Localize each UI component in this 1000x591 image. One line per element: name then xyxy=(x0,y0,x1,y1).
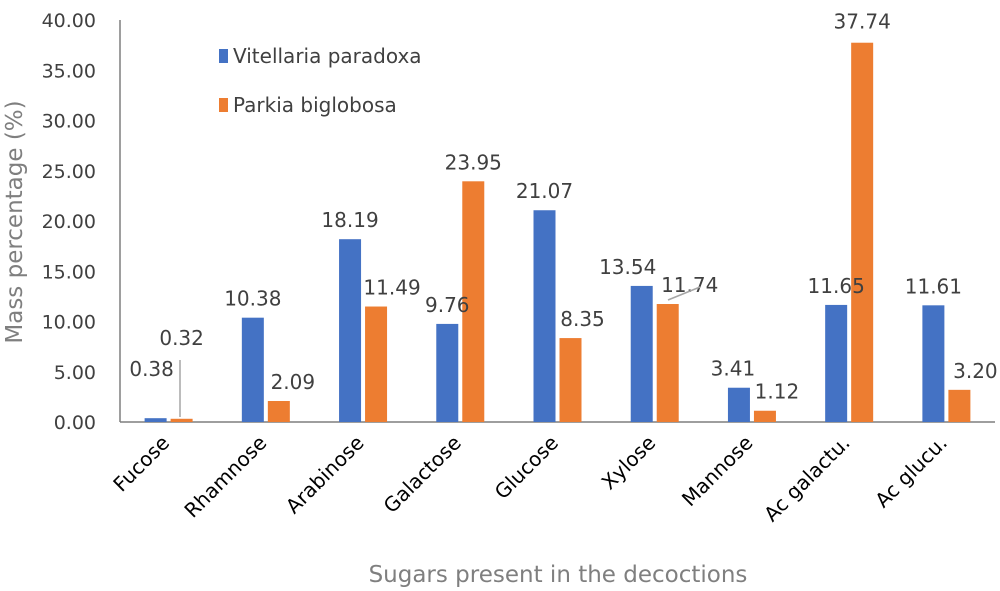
category-label-ac-galactu: Ac galactu. xyxy=(759,431,855,527)
data-label-parkia-biglobosa-rhamnose: 2.09 xyxy=(271,370,316,394)
bar-vitellaria-paradoxa-galactose xyxy=(436,323,459,422)
data-label-vitellaria-paradoxa-ac-glucu: 11.61 xyxy=(905,274,962,298)
bar-parkia-biglobosa-fucose xyxy=(170,418,193,422)
bar-parkia-biglobosa-mannose xyxy=(753,410,776,422)
leader-lines xyxy=(179,286,701,417)
y-tick-label-2: 10.00 xyxy=(42,312,96,334)
bar-vitellaria-paradoxa-ac-glucu xyxy=(922,305,945,422)
bar-parkia-biglobosa-ac-galactu xyxy=(851,42,874,422)
y-tick-label-0: 0.00 xyxy=(54,412,96,434)
y-tick-label-1: 5.00 xyxy=(54,362,96,384)
y-tick-label-7: 35.00 xyxy=(42,60,96,82)
bar-parkia-biglobosa-ac-glucu xyxy=(948,389,971,422)
data-labels: 0.38 0.32 10.38 2.09 18.19 11.499.76 23.95 21.0… xyxy=(129,10,997,404)
y-tick-labels: 0.00 5.00 10.00 15.00 20.00 25.00 30.00 35.00 40… xyxy=(42,10,96,434)
legend-label-parkia-biglobosa: Parkia biglobosa xyxy=(233,93,397,117)
bar-parkia-biglobosa-rhamnose xyxy=(267,400,290,422)
y-tick-label-5: 25.00 xyxy=(42,161,96,183)
data-label-parkia-biglobosa-ac-glucu: 3.20 xyxy=(953,359,998,383)
y-tick-label-4: 20.00 xyxy=(42,211,96,233)
bar-parkia-biglobosa-xylose xyxy=(656,304,679,422)
data-label-parkia-biglobosa-arabinose: 11.49 xyxy=(363,276,420,300)
data-label-parkia-biglobosa-ac-galactu: 37.74 xyxy=(834,10,891,34)
y-tick-label-3: 15.00 xyxy=(42,261,96,283)
data-label-parkia-biglobosa-fucose: 0.32 xyxy=(159,326,204,350)
y-axis-title: Mass percentage (%) xyxy=(2,100,28,343)
bar-parkia-biglobosa-arabinose xyxy=(365,306,388,422)
data-label-parkia-biglobosa-xylose: 11.74 xyxy=(661,273,718,297)
legend-swatch-vitellaria-paradoxa xyxy=(219,49,228,63)
bar-vitellaria-paradoxa-ac-galactu xyxy=(825,304,848,422)
category-label-arabinose: Arabinose xyxy=(281,431,369,519)
category-label-ac-glucu: Ac glucu. xyxy=(870,431,952,513)
axes xyxy=(119,20,995,423)
bar-parkia-biglobosa-galactose xyxy=(462,181,485,422)
data-label-parkia-biglobosa-galactose: 23.95 xyxy=(445,150,502,174)
y-tick-label-8: 40.00 xyxy=(42,10,96,32)
bar-vitellaria-paradoxa-mannose xyxy=(727,387,750,422)
data-label-vitellaria-paradoxa-arabinose: 18.19 xyxy=(321,208,378,232)
data-label-vitellaria-paradoxa-rhamnose: 10.38 xyxy=(224,287,281,311)
data-label-vitellaria-paradoxa-glucose: 21.07 xyxy=(516,179,573,203)
category-label-mannose: Mannose xyxy=(677,431,757,511)
category-label-galactose: Galactose xyxy=(379,431,466,518)
legend-label-vitellaria-paradoxa: Vitellaria paradoxa xyxy=(233,44,422,68)
category-label-xylose: Xylose xyxy=(597,431,661,495)
bar-vitellaria-paradoxa-xylose xyxy=(630,285,653,422)
category-label-rhamnose: Rhamnose xyxy=(179,431,271,523)
bars xyxy=(144,42,971,422)
category-labels: Fucose Rhamnose Arabinose Galactose Glucose X… xyxy=(108,431,952,527)
legend: Vitellaria paradoxa Parkia biglobosa xyxy=(219,44,422,117)
leader-line-xylose xyxy=(667,286,701,301)
bar-parkia-biglobosa-glucose xyxy=(559,338,582,422)
data-label-vitellaria-paradoxa-ac-galactu: 11.65 xyxy=(808,274,865,298)
data-label-vitellaria-paradoxa-fucose: 0.38 xyxy=(129,357,174,381)
data-label-parkia-biglobosa-mannose: 1.12 xyxy=(755,380,800,404)
data-label-vitellaria-paradoxa-galactose: 9.76 xyxy=(425,293,470,317)
bar-vitellaria-paradoxa-fucose xyxy=(144,418,167,422)
data-label-parkia-biglobosa-glucose: 8.35 xyxy=(560,307,605,331)
category-label-glucose: Glucose xyxy=(490,431,563,504)
bar-vitellaria-paradoxa-glucose xyxy=(533,210,556,422)
y-tick-label-6: 30.00 xyxy=(42,111,96,133)
data-label-vitellaria-paradoxa-mannose: 3.41 xyxy=(711,357,756,381)
bar-vitellaria-paradoxa-arabinose xyxy=(339,239,362,422)
x-axis-title: Sugars present in the decoctions xyxy=(369,562,748,588)
data-label-vitellaria-paradoxa-xylose: 13.54 xyxy=(599,255,656,279)
legend-swatch-parkia-biglobosa xyxy=(219,98,228,112)
bar-vitellaria-paradoxa-rhamnose xyxy=(241,317,264,422)
category-label-fucose: Fucose xyxy=(108,431,174,497)
